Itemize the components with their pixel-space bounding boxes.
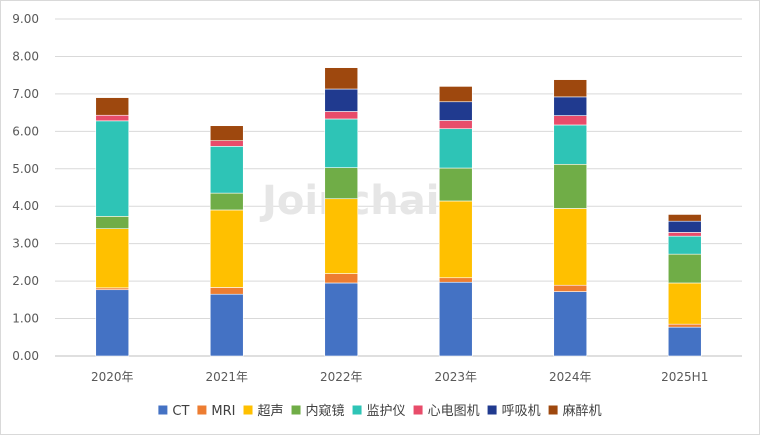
y-tick-label: 9.00 bbox=[12, 12, 39, 26]
bar-segment bbox=[209, 192, 244, 211]
bar-segment bbox=[95, 114, 130, 122]
y-tick-label: 4.00 bbox=[12, 199, 39, 213]
y-tick-label: 6.00 bbox=[12, 124, 39, 138]
bar-segment bbox=[438, 128, 473, 169]
bar-segment bbox=[438, 277, 473, 283]
legend-swatch bbox=[291, 405, 301, 415]
bar-segment bbox=[324, 111, 359, 120]
x-tick-label: 2023年 bbox=[434, 370, 477, 384]
bar-segment bbox=[95, 216, 130, 229]
x-tick-label: 2025H1 bbox=[661, 370, 708, 384]
bar-segment bbox=[553, 124, 588, 165]
bar-segment bbox=[553, 115, 588, 126]
bar-segment bbox=[553, 291, 588, 357]
legend-label: 内窥镜 bbox=[306, 403, 345, 419]
bar-segment bbox=[95, 97, 130, 116]
bar-segment bbox=[667, 232, 702, 237]
x-tick-label: 2021年 bbox=[205, 370, 248, 384]
bar-segment bbox=[667, 282, 702, 325]
legend-label: 监护仪 bbox=[367, 404, 406, 419]
x-tick-label: 2020年 bbox=[91, 370, 134, 384]
bar-segment bbox=[438, 200, 473, 279]
legend-label: 麻醉机 bbox=[563, 403, 602, 419]
legend-label: MRI bbox=[211, 404, 235, 419]
bar-segment bbox=[667, 253, 702, 284]
legend-label: CT bbox=[172, 404, 189, 419]
bar-segment bbox=[324, 118, 359, 168]
bar-segment bbox=[324, 88, 359, 112]
legend-swatch bbox=[197, 405, 207, 415]
legend-label: 超声 bbox=[258, 404, 284, 419]
bar-segment bbox=[667, 326, 702, 357]
y-tick-label: 2.00 bbox=[12, 274, 39, 288]
legend: CT MRI 超声 内窥镜 监护仪 心电图机 呼吸机 麻醉机 bbox=[158, 403, 602, 419]
bar-segment bbox=[209, 209, 244, 288]
bar-segment bbox=[95, 120, 130, 217]
bar-segment bbox=[553, 163, 588, 209]
bar-segment bbox=[209, 140, 244, 147]
watermark-text: Joinchain bbox=[259, 178, 468, 224]
y-tick-label: 8.00 bbox=[12, 49, 39, 63]
bar-segment bbox=[324, 67, 359, 90]
bar-segment bbox=[553, 79, 588, 98]
y-tick-label: 1.00 bbox=[12, 312, 39, 326]
bar-segment bbox=[324, 167, 359, 200]
bar-segment bbox=[553, 96, 588, 116]
legend-swatch bbox=[413, 405, 423, 415]
bar-segment bbox=[324, 282, 359, 357]
legend-label: 呼吸机 bbox=[502, 404, 541, 419]
bar-segment bbox=[438, 120, 473, 130]
bar-segment bbox=[438, 86, 473, 103]
bar-segment bbox=[553, 284, 588, 292]
x-tick-label: 2024年 bbox=[549, 370, 592, 384]
bar-segment bbox=[667, 323, 702, 328]
legend-label: 心电图机 bbox=[428, 404, 480, 419]
bar-segment bbox=[209, 293, 244, 357]
y-tick-label: 0.00 bbox=[12, 349, 39, 363]
bar-segment bbox=[209, 287, 244, 295]
y-tick-label: 3.00 bbox=[12, 237, 39, 251]
bar-segment bbox=[324, 198, 359, 274]
bar-segment bbox=[95, 228, 130, 289]
legend-swatch bbox=[243, 405, 253, 415]
bar-segment bbox=[209, 125, 244, 141]
y-tick-label: 5.00 bbox=[12, 162, 39, 176]
bar-segment bbox=[438, 281, 473, 357]
bar-segment bbox=[438, 167, 473, 202]
bar-segment bbox=[209, 146, 244, 194]
legend-swatch bbox=[487, 405, 497, 415]
bar-segment bbox=[553, 208, 588, 286]
legend-swatch bbox=[158, 405, 168, 415]
legend-swatch bbox=[352, 405, 362, 415]
bar-segment bbox=[324, 273, 359, 284]
bar-segment bbox=[667, 235, 702, 255]
bar-segment bbox=[667, 214, 702, 222]
bar-segment bbox=[438, 101, 473, 121]
bar-segment bbox=[667, 220, 702, 233]
legend-swatch bbox=[548, 405, 558, 415]
bar-segment bbox=[95, 289, 130, 357]
x-tick-label: 2022年 bbox=[320, 370, 363, 384]
y-tick-label: 7.00 bbox=[12, 87, 39, 101]
